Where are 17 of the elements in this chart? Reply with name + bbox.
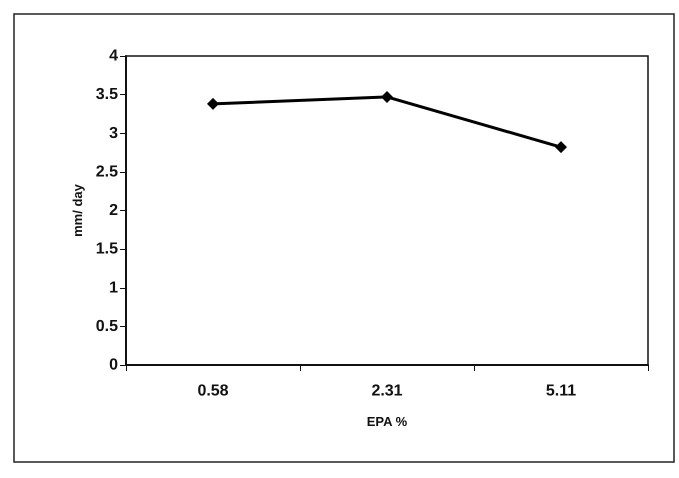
y-tick-label: 0.5 [96, 318, 118, 335]
point [207, 98, 219, 110]
x-tick-label: 5.11 [546, 382, 576, 400]
point [555, 141, 567, 154]
y-tick-label: 3.5 [96, 86, 118, 104]
y-tick-label: 4 [109, 48, 118, 64]
y-tick-label: 1 [109, 279, 118, 296]
y-axis-title: mm/ day [70, 183, 85, 237]
y-tick-label: 2.5 [96, 163, 118, 180]
y-tick-label: 0 [109, 356, 118, 374]
x-tick-label: 2.31 [371, 382, 403, 400]
x-axis-title: EPA % [366, 414, 408, 429]
point [381, 90, 393, 103]
y-tick-label: 2 [109, 202, 118, 219]
x-tick-label: 0.58 [197, 382, 229, 400]
y-tick-label: 3 [109, 124, 118, 142]
y-tick-label: 1.5 [96, 240, 118, 258]
